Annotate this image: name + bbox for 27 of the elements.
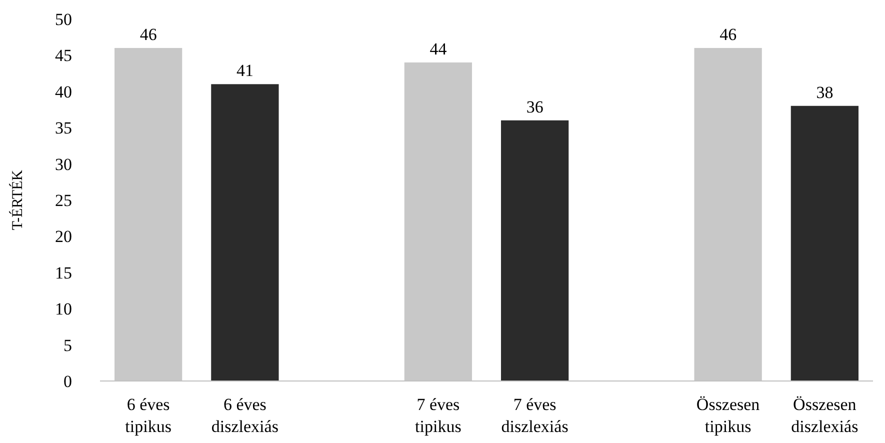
bar xyxy=(790,106,859,381)
y-tick-label: 25 xyxy=(55,190,72,210)
x-tick-label: 6 éves tipikus xyxy=(125,395,172,436)
y-tick-label: 45 xyxy=(55,46,72,66)
y-tick-label: 20 xyxy=(55,227,72,246)
y-tick-label: 50 xyxy=(55,10,72,29)
data-label: 46 xyxy=(140,24,157,44)
data-label: 46 xyxy=(720,24,737,44)
y-tick-label: 35 xyxy=(55,118,72,138)
y-tick-label: 15 xyxy=(55,263,72,282)
x-tick-label: 7 éves diszlexiás xyxy=(501,395,568,436)
x-tick-label: 6 éves diszlexiás xyxy=(211,395,278,436)
x-tick-label: 7 éves tipikus xyxy=(415,395,462,436)
x-tick-label: Összesen tipikus xyxy=(696,395,760,436)
data-label: 41 xyxy=(236,61,254,80)
x-tick-label: Összesen diszlexiás xyxy=(791,395,858,436)
y-tick-label: 10 xyxy=(55,300,72,319)
data-label: 36 xyxy=(526,97,544,116)
bar xyxy=(500,120,569,381)
y-tick-label: 30 xyxy=(55,154,72,174)
y-axis-title: T-ÉRTÉK xyxy=(9,170,26,230)
data-label: 44 xyxy=(430,39,448,58)
y-tick-label: 5 xyxy=(64,336,72,355)
data-label: 38 xyxy=(816,82,834,102)
bar xyxy=(211,84,279,381)
y-tick-label: 0 xyxy=(64,372,72,391)
y-tick-label: 40 xyxy=(55,82,72,102)
